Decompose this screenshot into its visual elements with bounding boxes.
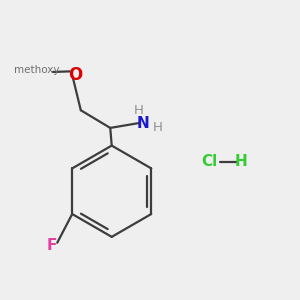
Text: H: H [134,104,144,117]
Text: O: O [68,66,82,84]
Text: H: H [235,154,248,169]
Text: Cl: Cl [201,154,217,169]
Text: F: F [46,238,56,253]
Text: methoxy: methoxy [14,65,59,76]
Text: H: H [152,122,162,134]
Text: N: N [136,116,149,131]
